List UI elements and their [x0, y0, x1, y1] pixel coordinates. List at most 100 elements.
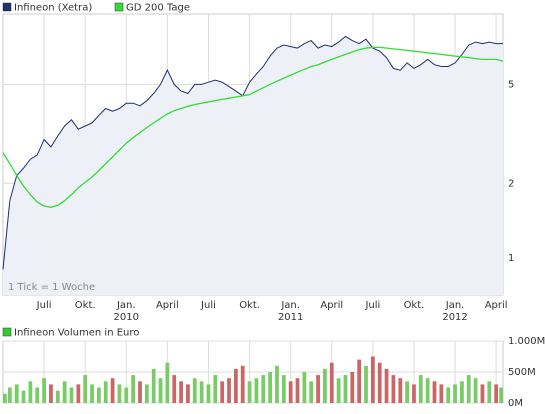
volume-bar [487, 381, 492, 403]
volume-bar [432, 381, 437, 403]
volume-bar [144, 384, 149, 403]
volume-bar [35, 387, 40, 403]
x-tick-label: Jan. [445, 300, 465, 311]
volume-bar [247, 381, 252, 403]
legend-swatch [114, 2, 124, 12]
volume-bar [199, 381, 204, 403]
volume-bar [295, 378, 300, 403]
volume-bar [418, 375, 423, 403]
volume-bar [364, 365, 368, 403]
volume-bar [391, 375, 396, 403]
volume-bar [281, 375, 286, 403]
volume-bar [28, 381, 33, 403]
chart-title: Infineon Volumen in Euro [14, 328, 139, 339]
volume-bar [302, 372, 307, 403]
volume-bar [49, 384, 53, 403]
x-tick-label: April [320, 300, 343, 311]
volume-bar [233, 368, 238, 403]
volume-bar [254, 378, 259, 403]
annotation: 1 Tick = 1 Woche [8, 282, 95, 293]
volume-bar [131, 375, 136, 403]
series-line [2, 35, 503, 270]
x-tick-label: April [156, 300, 179, 311]
volume-bar [165, 362, 170, 403]
volume-bar [446, 387, 451, 403]
volume-bar [14, 384, 19, 403]
volume-bar [103, 381, 108, 403]
volume-bar [350, 372, 355, 403]
volume-bar [412, 384, 416, 403]
volume-bar [21, 390, 26, 403]
y-tick-label: 1 [508, 253, 514, 264]
volume-bar [499, 387, 503, 403]
x-tick-label: Okt. [404, 300, 425, 311]
y-tick-label: 0M [508, 398, 523, 409]
legend-label: Infineon (Xetra) [14, 3, 92, 14]
volume-bar [494, 384, 499, 403]
volume-bar [329, 362, 334, 403]
x-tick-label: Jan. [280, 300, 300, 311]
volume-bar [69, 387, 74, 403]
y-tick-label: 1.000M [508, 336, 545, 347]
volume-bar [117, 384, 122, 403]
volume-bar [186, 384, 190, 403]
volume-bar [405, 381, 409, 403]
volume-bar [124, 387, 129, 403]
y-tick-label: 2 [508, 178, 514, 189]
x-tick-label: Okt. [239, 300, 260, 311]
volume-bar [377, 362, 382, 403]
x-tick-label: Jan. [116, 300, 136, 311]
volume-bar [90, 384, 94, 403]
volume-bar [370, 356, 375, 403]
volume-bar [398, 378, 403, 403]
volume-bar [453, 384, 457, 403]
x-tick-label: Okt. [75, 300, 96, 311]
volume-bar [439, 384, 444, 403]
volume-bar [172, 375, 177, 403]
volume-bar [288, 381, 293, 403]
x-tick-label: Juli [200, 300, 216, 311]
x-tick-label: Juli [36, 300, 52, 311]
volume-bar [261, 375, 266, 403]
price-area [3, 36, 503, 296]
volume-bar [275, 365, 279, 403]
volume-bar [309, 381, 314, 403]
volume-bar [7, 387, 12, 403]
volume-bar [3, 393, 7, 403]
volume-bar [158, 378, 163, 403]
volume-bar [343, 375, 348, 403]
volume-bar [336, 378, 341, 403]
volume-bar [83, 375, 88, 403]
volume-bar [227, 378, 231, 403]
volume-bar [268, 372, 273, 403]
legend-label: GD 200 Tage [126, 3, 190, 14]
volume-bar [384, 368, 389, 403]
volume-bar [220, 381, 225, 403]
x-tick-label: April [485, 300, 508, 311]
x-year-label: 2010 [114, 312, 139, 323]
series-line [2, 46, 504, 208]
volume-bar [110, 378, 115, 403]
volume-bar [62, 381, 67, 403]
volume-bar [179, 381, 183, 403]
volume-bar [480, 384, 485, 403]
volume-bar [425, 378, 430, 403]
volume-bar [55, 390, 60, 403]
x-tick-label: Juli [364, 300, 380, 311]
x-year-label: 2011 [278, 312, 303, 323]
volume-bar [42, 378, 46, 403]
volume-bar [473, 378, 478, 403]
volume-bar [357, 359, 362, 403]
volume-bar [240, 365, 245, 403]
volume-bar [460, 381, 464, 403]
volume-bar [206, 384, 211, 403]
y-tick-label: 5 [508, 79, 514, 90]
volume-bar [316, 375, 320, 403]
volume-bar [138, 381, 142, 403]
legend-swatch [2, 327, 12, 337]
x-year-label: 2012 [442, 312, 467, 323]
volume-bar [213, 375, 218, 403]
volume-bar [192, 378, 197, 403]
y-tick-label: 500M [508, 367, 536, 378]
